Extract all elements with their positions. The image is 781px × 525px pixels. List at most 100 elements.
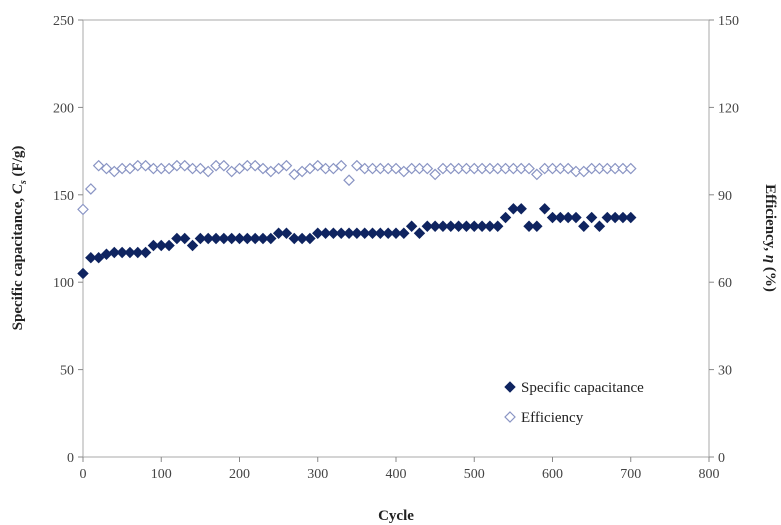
x-axis-title: Cycle: [378, 508, 414, 524]
y-left-title-prefix: Specific capacitance,: [10, 194, 26, 330]
efficiency-point: [609, 162, 621, 175]
efficiency-point: [499, 162, 512, 175]
capacitance-point: [390, 227, 402, 239]
y-right-title-unit: (%): [762, 263, 778, 292]
y-right-tick-label: 150: [718, 14, 739, 29]
efficiency-point: [460, 162, 473, 175]
y-right-tick-label: 60: [718, 276, 732, 291]
capacitance-point: [296, 232, 308, 245]
capacitance-point: [585, 211, 598, 224]
capacitance-point: [92, 252, 105, 264]
capacitance-point: [429, 220, 441, 232]
y-left-title-unit: (F/g): [10, 146, 26, 181]
x-tick-label: 600: [542, 467, 563, 482]
legend: Specific capacitance Efficiency: [504, 380, 644, 426]
efficiency-point: [218, 159, 230, 172]
efficiency-point: [241, 159, 254, 172]
capacitance-point: [554, 211, 567, 224]
capacitance-point: [593, 220, 606, 232]
capacitance-point: [562, 211, 574, 224]
capacitance-point: [578, 220, 590, 232]
x-tick-label: 400: [386, 467, 407, 482]
x-tick-label: 500: [464, 467, 485, 482]
efficiency-point: [92, 159, 105, 172]
capacitance-point: [304, 232, 316, 245]
efficiency-point: [343, 174, 355, 187]
capacitance-point: [272, 227, 285, 239]
capacitance-point: [202, 232, 214, 245]
capacitance-point: [601, 211, 613, 224]
capacitance-point: [382, 227, 394, 239]
capacitance-point: [507, 203, 520, 215]
efficiency-point: [139, 159, 152, 172]
capacitance-point: [452, 220, 465, 232]
efficiency-point: [210, 159, 222, 172]
efficiency-point: [429, 168, 441, 181]
capacitance-point: [358, 227, 371, 239]
capacitance-point: [546, 211, 559, 224]
capacitance-point: [319, 227, 332, 239]
efficiency-point: [491, 162, 504, 175]
y-right-tick-label: 30: [718, 364, 732, 379]
capacitance-point: [249, 232, 261, 245]
capacitance-point: [374, 227, 387, 239]
y-left-tick-label: 200: [53, 101, 74, 116]
efficiency-point: [515, 162, 528, 175]
y-left-tick-label: 100: [53, 276, 74, 291]
capacitance-point: [468, 220, 480, 232]
efficiency-point: [351, 159, 363, 172]
capacitance-point: [108, 246, 121, 259]
efficiency-point: [131, 159, 144, 172]
efficiency-point: [570, 165, 582, 178]
efficiency-point: [171, 159, 183, 172]
capacitance-point: [515, 203, 527, 215]
efficiency-point: [382, 162, 395, 175]
capacitance-point: [116, 246, 128, 259]
efficiency-point: [507, 162, 520, 175]
capacitance-point: [437, 220, 449, 232]
efficiency-point: [147, 162, 160, 175]
capacitance-point: [163, 239, 175, 252]
capacitance-point: [405, 220, 418, 232]
x-tick-label: 200: [229, 467, 250, 482]
capacitance-point: [124, 246, 136, 259]
efficiency-point: [186, 162, 199, 175]
capacitance-point: [312, 227, 324, 239]
legend-marker-efficiency: [504, 411, 516, 423]
capacitance-point: [179, 232, 191, 245]
capacitance-point: [421, 220, 434, 232]
capacitance-point: [225, 232, 238, 245]
efficiency-point: [155, 162, 168, 175]
capacitance-point: [85, 252, 97, 264]
y-left-title-symbol: C: [10, 183, 26, 194]
capacitance-point: [476, 220, 488, 232]
y-right-ticks-group: 0 30 60 90 120 150: [709, 14, 739, 466]
efficiency-point: [476, 162, 488, 175]
points-group: [77, 159, 637, 280]
efficiency-point: [178, 159, 191, 172]
capacitance-point: [288, 232, 300, 245]
efficiency-point: [202, 165, 215, 178]
capacitance-point: [523, 220, 535, 232]
capacitance-point: [265, 232, 277, 245]
y-right-title-symbol: η: [762, 255, 778, 263]
capacitance-point: [538, 203, 551, 215]
capacitance-point: [570, 211, 582, 224]
efficiency-point: [405, 162, 418, 175]
efficiency-point: [546, 162, 559, 175]
y-right-tick-label: 90: [718, 189, 732, 204]
capacitance-point: [531, 220, 543, 232]
capacitance-point: [139, 246, 152, 259]
y-left-ticks-group: 0 50 100 150 200 250: [53, 14, 83, 466]
capacitance-point: [194, 232, 207, 245]
efficiency-point: [452, 162, 465, 175]
y-left-tick-label: 150: [53, 189, 74, 204]
x-ticks-group: 0 100 200 300 400 500 600 700 800: [80, 457, 720, 482]
efficiency-point: [593, 162, 606, 175]
legend-label-specific-capacitance: Specific capacitance: [521, 380, 644, 396]
capacitance-point: [609, 211, 621, 224]
efficiency-point: [624, 162, 637, 175]
capacitance-point: [398, 227, 410, 239]
